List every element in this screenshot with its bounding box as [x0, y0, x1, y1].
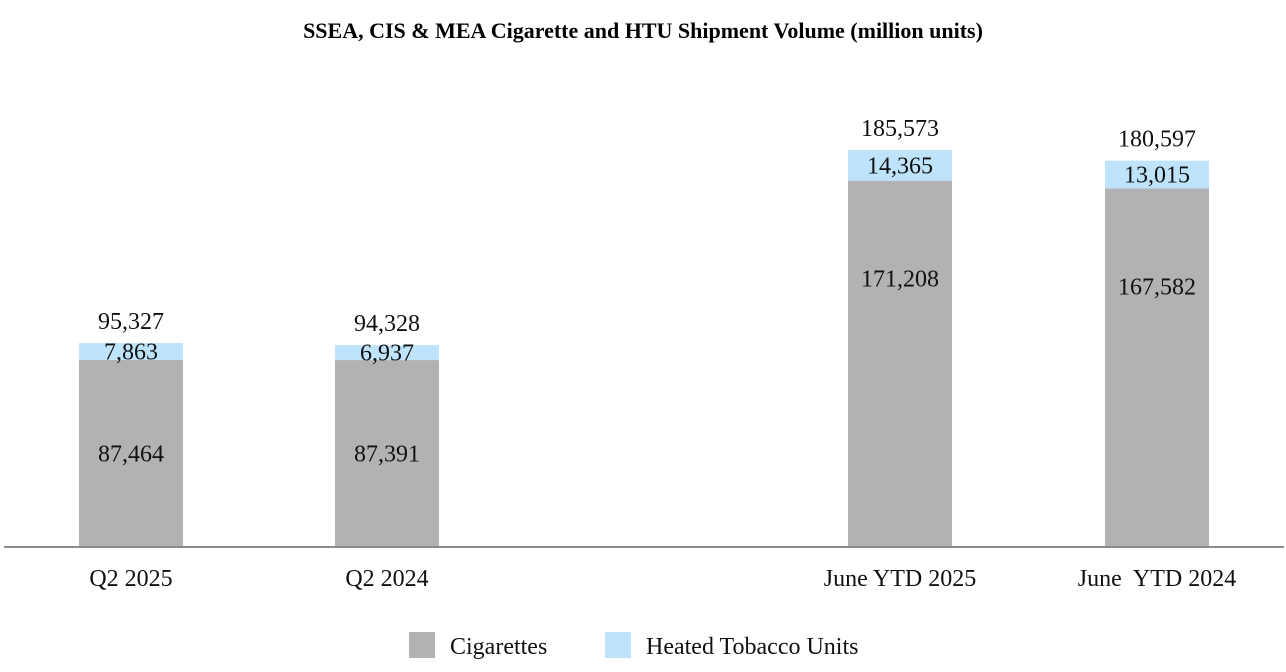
label-htu-0: 7,863 — [104, 339, 158, 365]
x-tick-label-1: Q2 2024 — [345, 566, 428, 592]
legend-swatch-cigarettes — [409, 632, 435, 658]
bar-cigarettes-3 — [1105, 188, 1209, 547]
chart-title: SSEA, CIS & MEA Cigarette and HTU Shipme… — [303, 18, 983, 43]
bar-cigarettes-1 — [335, 360, 439, 547]
legend: Cigarettes Heated Tobacco Units — [409, 632, 858, 660]
x-tick-label-3: June YTD 2024 — [1078, 566, 1236, 592]
labels-group: 87,464 7,863 95,327 87,391 6,937 94,328 171,20… — [98, 116, 1196, 468]
label-cigarettes-2: 171,208 — [861, 267, 939, 293]
legend-label-cigarettes: Cigarettes — [450, 634, 547, 660]
label-total-1: 94,328 — [354, 311, 420, 337]
label-total-2: 185,573 — [861, 116, 939, 142]
x-tick-labels: Q2 2025 Q2 2024 June YTD 2025 June YTD 2024 — [89, 566, 1236, 592]
label-htu-1: 6,937 — [360, 341, 414, 367]
legend-label-htu: Heated Tobacco Units — [646, 634, 858, 660]
label-total-0: 95,327 — [98, 309, 164, 335]
bar-htu-3 — [1105, 160, 1209, 189]
bar-htu-2 — [848, 150, 952, 181]
label-total-3: 180,597 — [1118, 127, 1196, 153]
label-htu-2: 14,365 — [867, 153, 933, 179]
bar-cigarettes-0 — [79, 359, 183, 547]
x-tick-label-0: Q2 2025 — [89, 566, 172, 592]
bars-group — [79, 150, 1209, 547]
legend-swatch-htu — [605, 632, 631, 658]
label-cigarettes-1: 87,391 — [354, 442, 420, 468]
bar-htu-0 — [79, 343, 183, 360]
x-tick-label-2: June YTD 2025 — [824, 566, 976, 592]
bar-htu-1 — [335, 345, 439, 361]
bar-cigarettes-2 — [848, 180, 952, 547]
label-cigarettes-0: 87,464 — [98, 441, 164, 467]
label-htu-3: 13,015 — [1124, 163, 1190, 189]
label-cigarettes-3: 167,582 — [1118, 274, 1196, 300]
